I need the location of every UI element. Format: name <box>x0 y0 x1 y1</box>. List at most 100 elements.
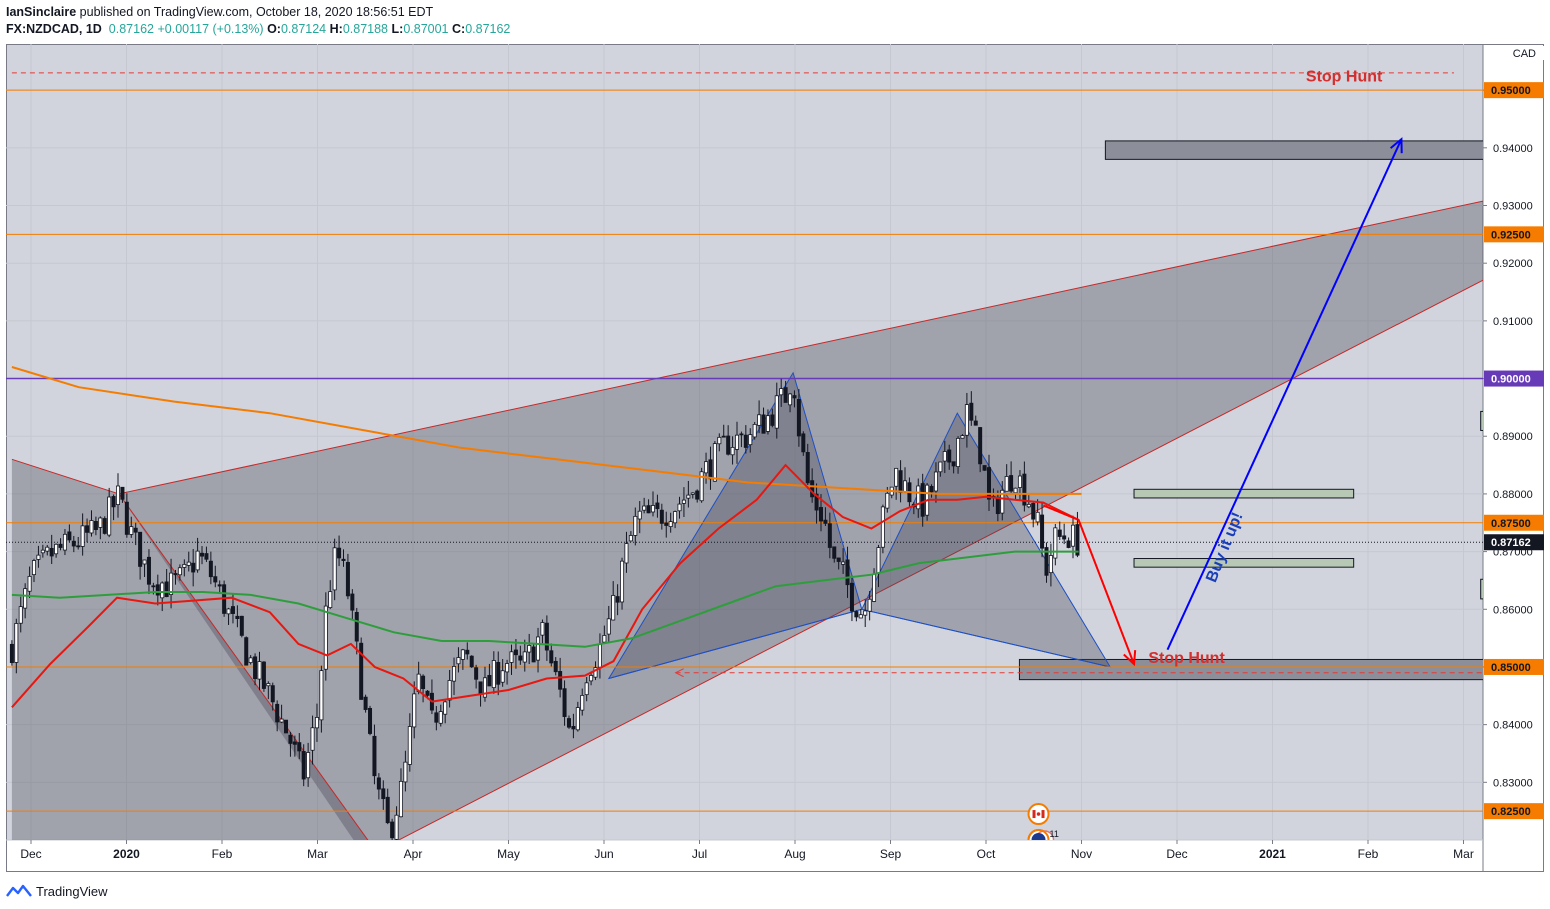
candle-body <box>673 511 678 524</box>
candle-body <box>62 533 67 551</box>
price-tick-label: 0.88000 <box>1493 489 1533 501</box>
candle-body <box>98 517 103 528</box>
candle-body <box>903 480 908 493</box>
harmonic-base-line <box>608 608 1111 679</box>
candle-body <box>40 549 45 554</box>
candle-body <box>1004 476 1009 492</box>
ohlc-high-value: 0.87188 <box>342 22 389 36</box>
candle-body <box>368 707 373 734</box>
arrow-head <box>1389 137 1403 154</box>
candle-body <box>85 525 90 533</box>
projection-arrow <box>1042 504 1135 665</box>
candle-body <box>978 427 983 465</box>
candle-body <box>686 494 691 499</box>
candle-body <box>160 582 165 599</box>
candle-body <box>359 642 364 700</box>
candle-body <box>1048 555 1053 574</box>
candle-body <box>328 591 333 608</box>
ohlc-close-value: 0.87162 <box>465 22 511 36</box>
candle-body <box>412 693 417 728</box>
candle-body <box>138 531 143 567</box>
candle-body <box>827 523 832 548</box>
candle-body <box>615 596 620 603</box>
candle-body <box>818 507 823 522</box>
candle-body <box>947 449 952 463</box>
candle-body <box>23 588 28 609</box>
price-tick-label: 0.94000 <box>1493 143 1533 155</box>
candle-body <box>447 680 452 701</box>
last-price: 0.87162 <box>108 22 154 36</box>
candle-body <box>885 492 890 509</box>
candle-body <box>474 667 479 680</box>
candle-body <box>155 584 160 596</box>
candle-body <box>403 761 408 783</box>
candle-body <box>350 593 355 611</box>
level-price-label <box>1484 226 1544 243</box>
projection-arrow <box>1166 138 1403 651</box>
candle-body <box>102 518 107 534</box>
candle-body <box>32 560 37 576</box>
candle-body <box>36 554 41 560</box>
candle-body <box>518 655 523 661</box>
time-tick-label: 2020 <box>113 847 140 861</box>
candle-body <box>920 483 925 517</box>
candle-body <box>964 404 969 436</box>
candle-body <box>500 670 505 683</box>
candle-body <box>642 505 647 511</box>
candle-body <box>681 499 686 504</box>
level-price-label <box>1484 803 1544 820</box>
candle-body <box>810 480 815 498</box>
candle-body <box>593 667 598 678</box>
candle-body <box>779 388 784 396</box>
candle-body <box>580 695 585 711</box>
ohlc-open-value: 0.87124 <box>280 22 327 36</box>
time-tick-label: Jul <box>692 847 707 861</box>
candle-body <box>1040 514 1045 549</box>
candle-body <box>611 595 616 621</box>
annotation-stop-hunt-bottom: Stop Hunt <box>1148 650 1225 667</box>
candle-body <box>460 649 465 660</box>
candle-body <box>297 742 302 752</box>
arrow-head <box>1123 650 1137 667</box>
level-price-text: 0.82500 <box>1491 806 1531 818</box>
candle-body <box>270 685 275 703</box>
candle-body <box>186 561 191 566</box>
candle-body <box>1044 547 1049 576</box>
chart-area[interactable]: 11 Stop Hunt Stop Hunt Buy it up! 0.83000 0… <box>6 44 1544 872</box>
candle-body <box>832 546 837 559</box>
candle-body <box>942 451 947 462</box>
candle-body <box>880 506 885 548</box>
candle-body <box>301 751 306 780</box>
candle-body <box>668 521 673 527</box>
candle-body <box>482 677 487 698</box>
last-price-label <box>1484 534 1544 551</box>
tradingview-logo-icon <box>6 884 32 897</box>
candle-body <box>633 515 638 536</box>
candle-body <box>876 547 881 574</box>
candle-body <box>27 575 32 592</box>
candle-body <box>58 543 63 548</box>
candle-body <box>124 501 129 535</box>
change-value: +0.00117 (+0.13%) <box>157 22 264 36</box>
annotation-stop-hunt-top: Stop Hunt <box>1306 68 1383 85</box>
footer-brand[interactable]: TradingView <box>6 881 108 901</box>
symbol-name: FX:NZDCAD, 1D <box>6 22 102 36</box>
price-tick-label: 0.93000 <box>1493 201 1533 213</box>
candle-body <box>712 443 717 482</box>
candle-body <box>805 452 810 484</box>
candle-body <box>173 573 178 575</box>
candle-body <box>1031 503 1036 520</box>
candle-body <box>1035 511 1040 523</box>
chart-border <box>6 44 1544 872</box>
time-tick-label: Nov <box>1071 847 1092 861</box>
candle-body <box>734 434 739 450</box>
candle-body <box>306 752 311 779</box>
candle-body <box>310 727 315 751</box>
candle-body <box>204 553 209 560</box>
candle-body <box>266 683 271 687</box>
candle-body <box>801 433 806 453</box>
candle-body <box>1075 524 1080 556</box>
candle-body <box>487 675 492 687</box>
candle-body <box>438 711 443 724</box>
